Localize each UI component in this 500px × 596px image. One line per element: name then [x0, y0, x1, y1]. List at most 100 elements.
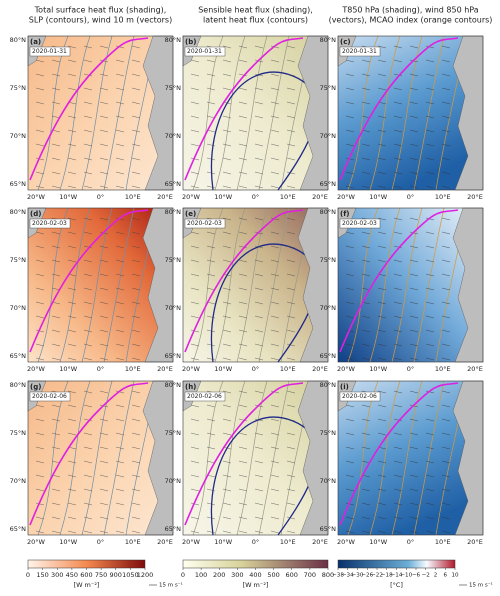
wind-vector: [99, 45, 109, 49]
map-frame: [27, 35, 174, 191]
wind-vector: [190, 502, 200, 506]
colorbar-unit: [W m⁻²]: [74, 581, 100, 589]
wind-vector: [67, 217, 77, 221]
wind-vector: [409, 343, 419, 347]
wind-vector: [345, 446, 355, 450]
wind-vector: [222, 287, 232, 291]
wind-vector: [115, 488, 125, 492]
colorbar-tick-label: −2: [422, 573, 430, 579]
wind-vector: [393, 488, 403, 492]
wind-vector: [190, 432, 200, 436]
contour: [413, 35, 445, 191]
wind-vector: [441, 432, 451, 436]
wind-vector: [131, 329, 141, 333]
wind-vector: [99, 87, 109, 91]
lon-tick-label: 20°E: [157, 365, 173, 373]
wind-vector: [425, 157, 435, 161]
wind-vector: [190, 357, 200, 361]
wind-vector: [441, 273, 451, 277]
wind-vector: [115, 460, 125, 464]
wind-vector: [51, 432, 61, 436]
wind-vector: [409, 115, 419, 119]
wind-vector: [35, 287, 45, 291]
wind-vector: [254, 390, 264, 394]
wind-vector: [51, 530, 61, 534]
wind-vector: [345, 530, 355, 534]
lat-tick-label: 80°N: [165, 381, 182, 389]
wind-vector: [35, 87, 45, 91]
wind-vector: [206, 245, 216, 249]
ice-edge: [29, 382, 149, 526]
wind-vector: [67, 357, 77, 361]
lon-tick-label: 0°: [407, 365, 414, 373]
wind-vector: [51, 418, 61, 422]
wind-vector: [254, 502, 264, 506]
wind-vector: [409, 315, 419, 319]
colorbar-tick-label: 200: [213, 571, 225, 579]
lon-tick-label: 10°E: [435, 365, 451, 373]
wind-vector: [441, 259, 451, 263]
wind-vector: [238, 432, 248, 436]
wind-vector: [83, 343, 93, 347]
wind-vector: [131, 343, 141, 347]
wind-vector: [441, 45, 451, 49]
lat-tick-label: 75°N: [165, 256, 182, 264]
wind-vector: [67, 87, 77, 91]
wind-vector: [99, 357, 109, 361]
wind-vector: [115, 343, 125, 347]
panel-label: (e): [185, 210, 196, 218]
wind-vector: [286, 301, 296, 305]
wind-vector: [393, 101, 403, 105]
wind-vector: [270, 357, 280, 361]
wind-vector: [441, 446, 451, 450]
wind-vector: [286, 357, 296, 361]
wind-vector: [409, 446, 419, 450]
wind-vector: [222, 129, 232, 133]
wind-vector: [393, 259, 403, 263]
contour: [59, 380, 91, 536]
wind-vector: [409, 516, 419, 520]
panel-label: (a): [30, 38, 41, 46]
lat-tick-label: 80°N: [165, 36, 182, 44]
contour: [369, 207, 401, 363]
wind-vector: [222, 404, 232, 408]
wind-vector: [238, 530, 248, 534]
wind-vector: [238, 171, 248, 175]
wind-vector: [377, 315, 387, 319]
lon-tick-label: 0°: [407, 193, 414, 201]
wind-vector: [361, 59, 371, 63]
wind-vector: [393, 45, 403, 49]
wind-vector: [83, 329, 93, 333]
wind-vector: [345, 59, 355, 63]
wind-vector: [115, 59, 125, 63]
colorbar-tick-label: 6: [443, 573, 447, 579]
wind-vector: [377, 301, 387, 305]
wind-vector: [35, 446, 45, 450]
contour: [413, 207, 445, 363]
wind-vector: [238, 460, 248, 464]
wind-vector: [83, 45, 93, 49]
map-frame: [182, 380, 329, 536]
wind-vector: [131, 45, 141, 49]
wind-vector: [238, 157, 248, 161]
wind-vector: [99, 101, 109, 105]
lon-tick-label: 20°W: [27, 365, 46, 373]
wind-vector: [51, 101, 61, 105]
wind-vector: [361, 259, 371, 263]
panel-label: (f): [340, 210, 349, 218]
wind-vector: [254, 259, 264, 263]
colorbar-tick-label: 150: [36, 571, 48, 579]
wind-vector: [83, 87, 93, 91]
wind-vector: [393, 474, 403, 478]
wind-vector: [67, 245, 77, 249]
wind-vector: [377, 488, 387, 492]
wind-vector: [190, 301, 200, 305]
wind-vector: [190, 231, 200, 235]
wind-vector: [441, 329, 451, 333]
wind-vector: [131, 418, 141, 422]
lon-tick-label: 20°W: [337, 193, 356, 201]
wind-vector: [115, 530, 125, 534]
wind-vector: [67, 432, 77, 436]
wind-vector: [51, 73, 61, 77]
wind-vector: [409, 217, 419, 221]
